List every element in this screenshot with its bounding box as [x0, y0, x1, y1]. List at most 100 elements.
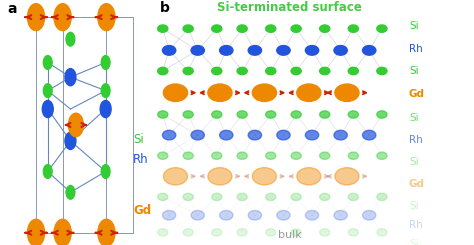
Text: Rh: Rh [409, 135, 423, 145]
Text: Si: Si [409, 66, 419, 76]
Circle shape [297, 168, 321, 185]
Circle shape [212, 193, 222, 201]
Circle shape [65, 69, 76, 86]
Circle shape [68, 113, 83, 137]
Circle shape [163, 46, 176, 55]
Circle shape [363, 210, 376, 220]
Circle shape [219, 46, 233, 55]
Circle shape [291, 25, 301, 32]
Circle shape [183, 229, 193, 236]
Circle shape [265, 111, 276, 118]
Text: b: b [160, 1, 170, 15]
Circle shape [377, 193, 387, 201]
Circle shape [291, 229, 301, 236]
Circle shape [66, 32, 75, 46]
Circle shape [101, 56, 110, 69]
Circle shape [348, 152, 358, 159]
Circle shape [319, 193, 330, 201]
Circle shape [319, 67, 330, 75]
Circle shape [277, 130, 290, 140]
Circle shape [183, 193, 193, 201]
Text: Rh: Rh [409, 44, 423, 54]
Circle shape [237, 193, 247, 201]
Text: Rh: Rh [409, 220, 423, 230]
Text: bulk: bulk [278, 230, 301, 240]
Circle shape [158, 193, 168, 201]
Circle shape [65, 132, 76, 149]
Text: Si: Si [409, 157, 419, 167]
Circle shape [44, 56, 52, 69]
Circle shape [291, 152, 301, 159]
Circle shape [158, 67, 168, 75]
Circle shape [164, 84, 188, 101]
Circle shape [305, 210, 319, 220]
Circle shape [183, 152, 193, 159]
Text: Si: Si [409, 21, 419, 31]
Circle shape [291, 111, 301, 118]
Circle shape [212, 67, 222, 75]
Circle shape [252, 168, 276, 185]
Circle shape [291, 67, 301, 75]
Circle shape [237, 111, 247, 118]
Circle shape [319, 229, 330, 236]
Circle shape [335, 84, 359, 101]
Circle shape [163, 130, 176, 140]
Circle shape [158, 111, 168, 118]
Circle shape [248, 210, 262, 220]
Circle shape [348, 229, 358, 236]
Circle shape [319, 111, 330, 118]
Circle shape [377, 229, 387, 236]
Circle shape [212, 111, 222, 118]
Circle shape [183, 25, 193, 32]
Circle shape [191, 130, 204, 140]
Circle shape [100, 100, 111, 118]
Circle shape [237, 25, 247, 32]
Circle shape [98, 219, 115, 245]
Circle shape [319, 25, 330, 32]
Circle shape [252, 84, 276, 101]
Circle shape [54, 4, 71, 31]
Circle shape [164, 168, 188, 185]
Circle shape [377, 111, 387, 118]
Circle shape [191, 46, 204, 55]
Circle shape [54, 219, 71, 245]
Circle shape [265, 67, 276, 75]
Circle shape [212, 25, 222, 32]
Circle shape [305, 46, 319, 55]
Circle shape [277, 210, 290, 220]
Circle shape [163, 210, 176, 220]
Text: a: a [8, 2, 18, 16]
Text: Rh: Rh [133, 153, 149, 166]
Circle shape [348, 193, 358, 201]
Circle shape [158, 152, 168, 159]
Circle shape [42, 100, 53, 118]
Circle shape [297, 84, 321, 101]
Text: Gd: Gd [133, 204, 151, 217]
Circle shape [191, 210, 204, 220]
Circle shape [98, 4, 115, 31]
Circle shape [334, 130, 347, 140]
Circle shape [248, 46, 262, 55]
Circle shape [277, 46, 290, 55]
Circle shape [348, 111, 358, 118]
Circle shape [44, 84, 52, 98]
Text: Si: Si [409, 239, 419, 245]
Circle shape [377, 152, 387, 159]
Circle shape [183, 111, 193, 118]
Circle shape [158, 25, 168, 32]
Circle shape [219, 210, 233, 220]
Circle shape [265, 152, 276, 159]
Circle shape [305, 130, 319, 140]
Circle shape [265, 193, 276, 201]
Circle shape [101, 165, 110, 178]
Text: Si: Si [409, 201, 419, 211]
Circle shape [363, 46, 376, 55]
Circle shape [101, 84, 110, 98]
Circle shape [208, 84, 232, 101]
Circle shape [265, 229, 276, 236]
Circle shape [319, 152, 330, 159]
Circle shape [208, 168, 232, 185]
Circle shape [265, 25, 276, 32]
Circle shape [291, 193, 301, 201]
Circle shape [363, 130, 376, 140]
